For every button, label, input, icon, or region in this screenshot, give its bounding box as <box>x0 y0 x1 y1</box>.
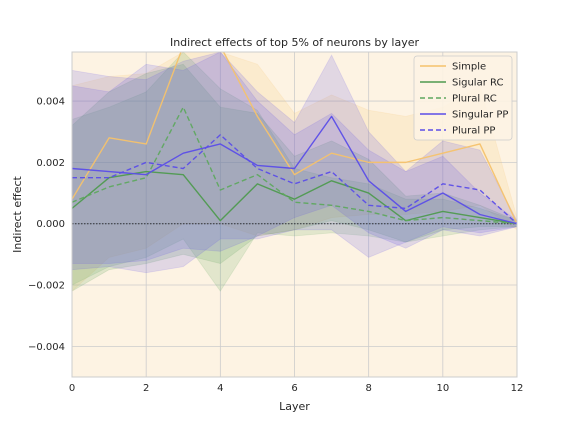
series-line <box>72 134 517 225</box>
legend-label: Singular PP <box>452 110 508 121</box>
plot-frame <box>71 51 518 378</box>
chart-title: Indirect effects of top 5% of neurons by… <box>170 36 420 49</box>
y-tick-label: 0.004 <box>36 97 65 108</box>
y-tick-label: 0.002 <box>36 158 65 169</box>
series-lines <box>72 52 517 225</box>
x-tick-label: 6 <box>291 383 297 394</box>
x-tick-label: 2 <box>143 383 149 394</box>
x-tick-label: 8 <box>365 383 371 394</box>
series-line <box>72 52 517 224</box>
x-tick-label: 0 <box>69 383 75 394</box>
confidence-band <box>72 52 517 292</box>
confidence-band <box>72 63 517 292</box>
legend-label: Plural RC <box>452 94 497 105</box>
x-tick-label: 10 <box>436 383 449 394</box>
y-tick-label: 0.000 <box>36 219 65 230</box>
y-axis-label: Indirect effect <box>11 175 24 252</box>
legend: Simple Sigular RC Plural RC Singular PP Plur… <box>413 55 513 141</box>
y-tick-labels: −0.004 −0.002 0.000 0.002 0.004 <box>28 97 65 353</box>
legend-label: Plural PP <box>452 126 495 137</box>
x-tick-label: 4 <box>217 383 223 394</box>
y-tick-label: −0.002 <box>28 281 65 292</box>
x-tick-label: 12 <box>511 383 524 394</box>
legend-label: Sigular RC <box>452 78 503 89</box>
x-tick-labels: 0 2 4 6 8 10 12 <box>69 383 524 394</box>
y-tick-label: −0.004 <box>28 342 65 353</box>
series-line <box>72 115 517 225</box>
x-axis-label: Layer <box>279 400 310 413</box>
legend-box <box>413 55 513 141</box>
series-line <box>72 170 517 225</box>
legend-label: Simple <box>452 62 486 73</box>
